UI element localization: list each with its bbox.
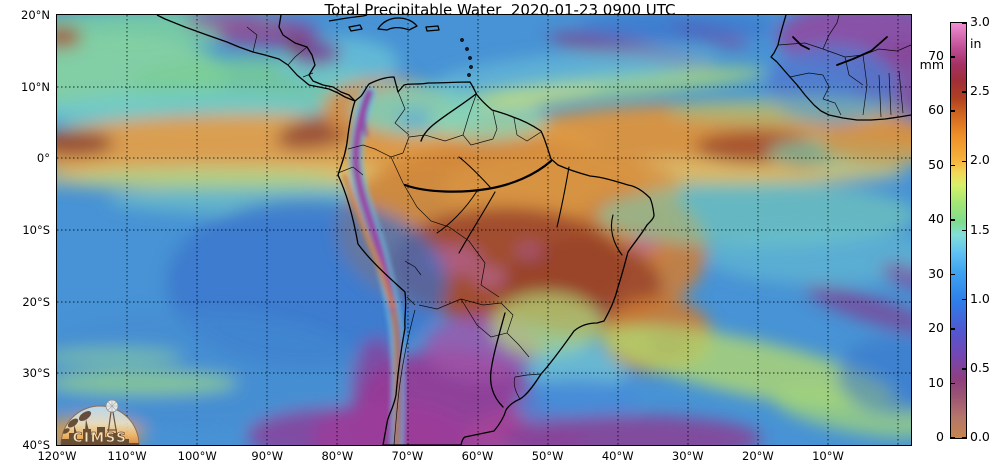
lat-tick-label: 40°S — [22, 438, 50, 452]
colorbar — [950, 22, 967, 439]
colorbar-mm-tickmark — [951, 382, 955, 385]
colorbar-unit-in: in — [970, 36, 982, 51]
colorbar-mm-label: 30 — [928, 265, 944, 281]
colorbar-in-tickmark — [962, 298, 966, 301]
colorbar-mm-tickmark — [951, 219, 955, 221]
colorbar-mm-label: 70 — [928, 47, 944, 63]
map-canvas: CIMSS — [57, 15, 911, 445]
colorbar-mm-label: 10 — [928, 374, 944, 390]
lon-tick-label: 100°W — [177, 449, 217, 463]
lat-tick-label: 10°N — [21, 79, 50, 94]
colorbar-mm-tickmark — [951, 273, 955, 276]
lat-tick-label: 20°N — [21, 8, 50, 22]
building-silhouette-icon — [61, 427, 139, 445]
noise-texture — [57, 15, 911, 445]
colorbar-in-label: 0.0 — [970, 429, 990, 444]
colorbar-mm-tickmark — [951, 110, 955, 112]
lat-tick-label: 20°S — [22, 294, 50, 309]
rivers — [403, 36, 888, 408]
lon-tick-label: 110°W — [107, 449, 147, 463]
lat-tick-label: 0° — [36, 151, 50, 166]
lon-tick-label: 50°W — [531, 449, 564, 463]
dish-silhouettes-icon — [62, 411, 92, 434]
lon-tick-label: 60°W — [461, 449, 494, 463]
logo-text: CIMSS — [73, 430, 128, 445]
colorbar-mm-tickmark — [951, 437, 955, 439]
colorbar-in-tickmark — [962, 22, 966, 24]
cimss-logo: CIMSS — [60, 399, 140, 445]
colorbar-in-label: 1.0 — [970, 290, 990, 306]
colorbar-mm-tickmark — [951, 164, 955, 167]
lon-tick-label: 70°W — [391, 449, 424, 463]
colorbar-in-label: 3.0 — [970, 14, 990, 29]
colorbar-mm-tickmark — [951, 328, 955, 330]
colorbar-in-label: 1.5 — [970, 221, 990, 237]
lon-tick-label: 90°W — [251, 449, 284, 463]
map-frame: CIMSS — [56, 14, 912, 446]
weather-ball-icon — [105, 399, 119, 413]
colorbar-in-label: 2.5 — [970, 83, 990, 99]
country-borders — [246, 15, 911, 445]
colorbar-unit-mm: mm — [919, 57, 944, 72]
lon-tick-label: 120°W — [37, 449, 77, 463]
lon-tick-label: 20°W — [742, 449, 774, 463]
colorbar-mm-label: 50 — [928, 156, 944, 172]
coastlines — [156, 15, 911, 445]
colorbar-mm-label: 60 — [928, 102, 944, 118]
colorbar-in-tickmark — [962, 91, 966, 93]
lon-tick-label: 10°W — [812, 449, 844, 463]
lat-tick-label: 10°S — [22, 223, 50, 237]
colorbar-mm-label: 0 — [936, 429, 944, 444]
colorbar-mm-label: 40 — [928, 211, 944, 227]
colorbar-mm-label: 20 — [928, 320, 944, 336]
lon-tick-label: 80°W — [321, 449, 354, 463]
lat-tick-label: 30°S — [22, 366, 50, 381]
colorbar-in-tickmark — [962, 437, 966, 439]
lon-tick-label: 30°W — [671, 449, 704, 463]
lon-tick-label: 40°W — [601, 449, 634, 463]
colorbar-in-tickmark — [962, 368, 966, 370]
colorbar-in-tickmark — [962, 160, 966, 163]
colorbar-in-label: 0.5 — [970, 359, 990, 375]
colorbar-in-label: 2.0 — [970, 152, 990, 168]
colorbar-mm-tickmark — [951, 56, 955, 58]
colorbar-in-tickmark — [962, 229, 966, 232]
